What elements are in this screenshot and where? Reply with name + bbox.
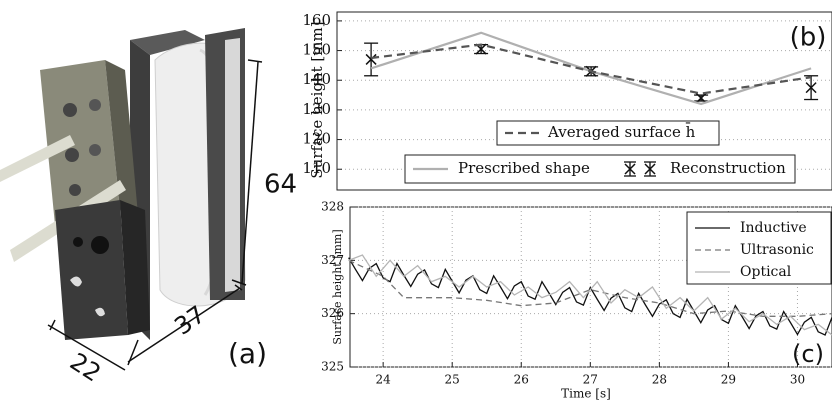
legend-marker bbox=[624, 161, 636, 177]
panel-label: (c) bbox=[792, 340, 824, 368]
x-tick-label: 29 bbox=[721, 373, 736, 387]
marker-x bbox=[805, 82, 817, 94]
x-axis-label: Time [s] bbox=[561, 387, 611, 401]
dimension-depth: 37 bbox=[169, 300, 210, 340]
legend-box bbox=[404, 154, 796, 184]
y-tick-label: 326 bbox=[321, 306, 344, 320]
device-photo bbox=[0, 28, 263, 371]
legend-label: Reconstruction bbox=[670, 159, 786, 177]
error-point bbox=[804, 75, 819, 101]
x-tick-label: 27 bbox=[583, 373, 598, 387]
series-line bbox=[348, 259, 832, 317]
marker-x bbox=[365, 53, 377, 65]
y-tick-label: 110 bbox=[302, 159, 331, 177]
x-tick-label: 30 bbox=[790, 373, 805, 387]
y-axis-label: Surface height [mm] bbox=[308, 21, 326, 178]
legend-label: Averaged surface h̄ bbox=[547, 123, 696, 141]
legend-marker bbox=[644, 161, 656, 177]
marker-x bbox=[475, 43, 487, 55]
y-tick-label: 140 bbox=[302, 70, 331, 88]
panel-label: (a) bbox=[228, 337, 267, 370]
y-tick-label: 130 bbox=[302, 100, 331, 118]
x-tick-label: 28 bbox=[652, 373, 667, 387]
series-line bbox=[348, 254, 832, 336]
dimension-height: 64 bbox=[264, 170, 297, 200]
legend-label: Ultrasonic bbox=[740, 242, 814, 258]
dimension-width: 22 bbox=[65, 347, 106, 387]
x-tick-label: 25 bbox=[445, 373, 460, 387]
y-tick-label: 150 bbox=[302, 41, 331, 59]
y-tick-label: 328 bbox=[321, 200, 344, 214]
legend-label: Inductive bbox=[740, 220, 807, 236]
legend-label: Prescribed shape bbox=[458, 159, 590, 177]
panel-label: (b) bbox=[790, 23, 827, 53]
error-point bbox=[364, 42, 379, 77]
y-tick-label: 160 bbox=[302, 11, 331, 29]
y-tick-label: 327 bbox=[321, 253, 344, 267]
marker-x bbox=[695, 92, 707, 104]
legend-label: Optical bbox=[740, 264, 792, 280]
y-tick-label: 325 bbox=[321, 360, 344, 374]
marker-x bbox=[644, 163, 656, 175]
error-point bbox=[694, 92, 709, 104]
y-tick-label: 120 bbox=[302, 130, 331, 148]
y-axis-label: Surface height [mm] bbox=[331, 229, 344, 344]
x-tick-label: 24 bbox=[376, 373, 392, 387]
marker-x bbox=[624, 163, 636, 175]
x-tick-label: 26 bbox=[514, 373, 529, 387]
series-line bbox=[370, 43, 812, 95]
